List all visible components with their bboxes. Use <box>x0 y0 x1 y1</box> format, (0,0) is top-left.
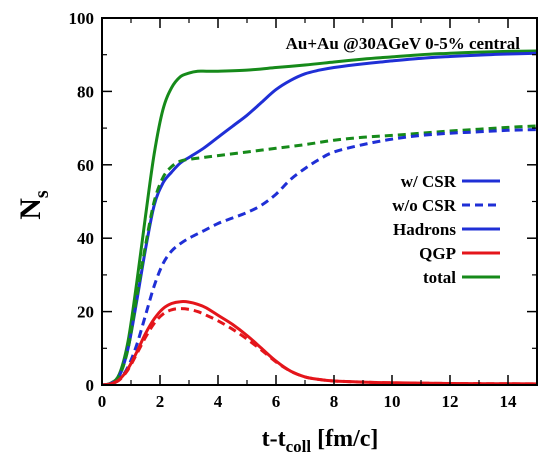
y-tick-label: 20 <box>77 303 94 322</box>
legend-label: w/ CSR <box>401 172 457 191</box>
x-tick-label: 0 <box>98 392 107 411</box>
y-axis-title-main: N <box>14 198 47 220</box>
series-line-total_csr <box>102 49 537 385</box>
x-tick-label: 14 <box>500 392 518 411</box>
series-line-qgp_nocsr <box>102 307 537 385</box>
x-tick-label: 10 <box>384 392 401 411</box>
legend-label: Hadrons <box>393 220 456 239</box>
series-layer <box>102 49 537 385</box>
y-tick-label: 0 <box>86 376 95 395</box>
x-tick-label: 4 <box>214 392 223 411</box>
tick-labels: 0 2 4 6 8 10 12 14 0 20 40 60 80 100 <box>69 9 518 411</box>
ticks-layer <box>101 17 537 386</box>
x-tick-label: 12 <box>442 392 459 411</box>
y-tick-label: 40 <box>77 229 94 248</box>
legend-label: total <box>423 268 456 287</box>
x-axis-title-main: t-t <box>262 426 286 452</box>
y-axis-title: Ns <box>14 190 53 220</box>
y-tick-label: 100 <box>69 9 95 28</box>
x-tick-label: 2 <box>156 392 165 411</box>
series-line-total_nocsr <box>102 124 537 385</box>
legend-label: w/o CSR <box>392 196 456 215</box>
legend-label: QGP <box>419 244 456 263</box>
x-tick-label: 8 <box>330 392 339 411</box>
plot-frame <box>101 17 538 386</box>
chart-annotation: Au+Au @30AGeV 0-5% central <box>286 34 521 53</box>
legend: w/ CSR w/o CSR Hadrons QGP total <box>392 172 500 287</box>
x-tick-label: 6 <box>272 392 281 411</box>
series-line-hadron_csr <box>102 51 537 385</box>
y-tick-label: 60 <box>77 156 94 175</box>
y-tick-label: 80 <box>77 82 94 101</box>
x-axis-title: t-tcoll [fm/c] <box>262 426 379 456</box>
x-axis-title-unit: [fm/c] <box>311 426 378 452</box>
y-axis-title-sub: s <box>31 190 53 198</box>
series-line-qgp_csr <box>102 300 537 385</box>
x-axis-title-sub: coll <box>286 437 312 456</box>
series-line-hadron_nocsr <box>102 128 537 385</box>
